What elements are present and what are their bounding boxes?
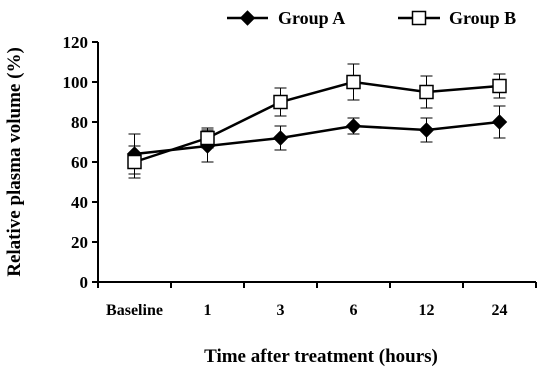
- x-tick-label: 6: [350, 302, 358, 319]
- x-tick-label: 1: [204, 302, 212, 319]
- y-tick-label: 0: [80, 273, 89, 292]
- x-tick-label: 24: [492, 302, 508, 319]
- data-point-diamond: [418, 122, 435, 138]
- error-bars: [128, 63, 506, 179]
- y-tick-label: 100: [63, 73, 89, 92]
- data-point-diamond: [272, 130, 289, 146]
- y-tick-label: 120: [63, 33, 89, 52]
- data-point-square: [273, 94, 288, 110]
- legend-label: Group A: [278, 8, 345, 28]
- data-point-square: [200, 130, 215, 146]
- x-axis-title: Time after treatment (hours): [204, 346, 438, 367]
- y-tick-label: 40: [71, 193, 88, 212]
- x-tick-label: 3: [277, 302, 285, 319]
- data-point-square: [419, 84, 434, 100]
- data-point-diamond: [345, 118, 362, 134]
- data-point-square: [346, 74, 361, 90]
- y-tick-label: 20: [71, 233, 88, 252]
- series-line: [134, 80, 500, 164]
- legend-item: Group A: [227, 8, 345, 28]
- axes: 0 20 40 60 80 100 120 Baseline 1 3 6 12 24: [63, 33, 537, 319]
- x-tick-label: 12: [419, 302, 435, 319]
- markers: [126, 74, 508, 170]
- data-point-square: [492, 78, 507, 94]
- y-tick-label: 80: [71, 113, 88, 132]
- data-point-diamond: [491, 114, 508, 130]
- legend-square-marker: [411, 10, 427, 26]
- series-line: [134, 120, 500, 156]
- series-lines: [134, 80, 500, 164]
- data-point-square: [127, 154, 142, 170]
- y-tick-label: 60: [71, 153, 88, 172]
- legend-diamond-marker: [239, 10, 256, 26]
- legend: Group A Group B: [227, 8, 516, 28]
- y-axis-title: Relative plasma volume (%): [4, 47, 25, 277]
- legend-label: Group B: [449, 8, 516, 28]
- x-tick-label: Baseline: [106, 302, 163, 319]
- legend-item: Group B: [398, 8, 516, 28]
